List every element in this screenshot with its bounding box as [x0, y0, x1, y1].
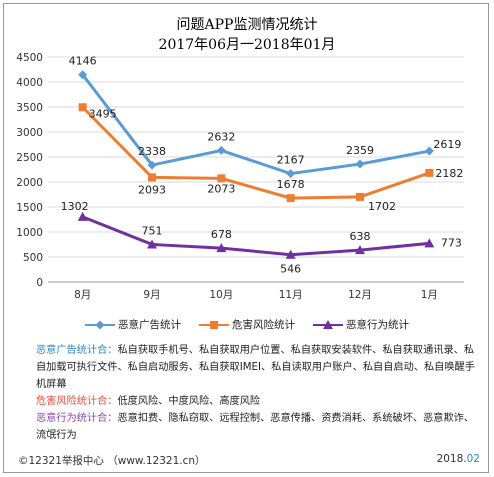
x-tick-label: 11月 — [279, 289, 303, 301]
x-tick-label: 12月 — [348, 289, 372, 301]
note-behavior: 恶意行为统计合：恶意扣费、隐私窃取、远程控制、恶意传播、资费消耗、系统破坏、恶意… — [36, 410, 476, 444]
legend-marker-triangle-icon — [313, 319, 343, 330]
line-chart: 0 500 1000 1500 2000 2500 3000 3500 4000 4500 8月 9月… — [16, 52, 464, 301]
legend-label-risk: 危害风险统计 — [232, 319, 295, 331]
y-tick-label: 1000 — [16, 227, 43, 239]
data-label: 1702 — [368, 200, 396, 213]
data-label: 3495 — [89, 107, 117, 120]
y-tick-label: 4000 — [16, 77, 43, 89]
note-ad-label: 恶意广告统计合： — [36, 345, 118, 356]
data-label: 2167 — [277, 154, 305, 167]
legend-item-risk: 危害风险统计 — [199, 317, 295, 332]
y-tick-label: 2000 — [16, 177, 43, 189]
legend-item-ad: 恶意广告统计 — [85, 317, 181, 332]
footer-date-month: 02 — [466, 453, 480, 465]
note-behavior-text: 恶意扣费、隐私窃取、远程控制、恶意传播、资费消耗、系统破坏、恶意欺诈、流氓行为 — [36, 413, 475, 441]
data-label: 2073 — [207, 182, 235, 195]
y-tick-label: 3500 — [16, 102, 43, 114]
data-label: 2182 — [435, 167, 463, 180]
data-label: 1302 — [61, 200, 89, 213]
data-point — [148, 173, 156, 182]
chart-frame — [3, 3, 489, 473]
legend-label-behavior: 恶意行为统计 — [346, 319, 409, 331]
x-tick-label: 10月 — [209, 289, 233, 301]
data-label: 678 — [211, 228, 232, 241]
data-label: 1678 — [277, 178, 305, 191]
x-tick-label: 8月 — [74, 289, 91, 301]
data-point — [285, 249, 296, 259]
data-label: 2338 — [138, 145, 166, 158]
data-point — [77, 211, 88, 221]
notes-block: 恶意广告统计合：私自获取手机号、私自获取用户位置、私自获取安装软件、私自获取通讯… — [36, 342, 476, 444]
chart-subtitle: 2017年06月一2018年01月 — [158, 37, 336, 53]
footer-date-year: 2018. — [436, 453, 467, 465]
series-line-0 — [81, 73, 430, 176]
footer-copyright: ©12321举报中心 （www.12321.cn） — [18, 455, 206, 467]
x-tick-label: 1月 — [421, 289, 438, 301]
data-point — [355, 245, 365, 255]
y-tick-label: 3000 — [16, 127, 43, 139]
footer-date: 2018.02 — [437, 453, 480, 465]
legend-marker-diamond-icon — [85, 319, 115, 330]
data-label: 773 — [441, 236, 462, 249]
series-line-2 — [82, 215, 430, 257]
data-point — [216, 243, 227, 253]
data-label: 2619 — [433, 138, 461, 151]
note-risk: 危害风险统计合：低度风险、中度风险、高度风险 — [36, 393, 476, 410]
legend-marker-square-icon — [199, 320, 229, 330]
note-risk-label: 危害风险统计合： — [36, 396, 118, 407]
note-ad-text: 私自获取手机号、私自获取用户位置、私自获取安装软件、私自获取通讯录、私自加载可执… — [36, 345, 475, 390]
chart-legend: 恶意广告统计 危害风险统计 恶意行为统计 — [0, 317, 494, 332]
data-point — [355, 159, 365, 169]
data-point — [286, 194, 295, 203]
data-point — [286, 169, 296, 179]
legend-label-ad: 恶意广告统计 — [118, 319, 181, 331]
data-point — [356, 192, 364, 201]
legend-item-behavior: 恶意行为统计 — [313, 317, 409, 332]
series-line-1 — [81, 106, 430, 200]
y-tick-label: 500 — [23, 252, 43, 264]
y-tick-label: 4500 — [16, 52, 43, 64]
data-label: 2632 — [207, 130, 235, 143]
note-risk-text: 低度风险、中度风险、高度风险 — [117, 396, 261, 407]
x-tick-label: 9月 — [143, 289, 160, 301]
data-label: 2093 — [138, 183, 166, 196]
note-ad: 恶意广告统计合：私自获取手机号、私自获取用户位置、私自获取安装软件、私自获取通讯… — [36, 342, 476, 393]
note-behavior-label: 恶意行为统计合： — [36, 413, 118, 424]
data-label: 751 — [142, 224, 163, 237]
data-label: 2359 — [346, 144, 374, 157]
data-point — [425, 168, 434, 177]
y-tick-label: 0 — [36, 277, 43, 289]
data-point — [78, 70, 88, 80]
data-label: 4146 — [69, 55, 97, 68]
y-tick-label: 1500 — [16, 202, 43, 214]
data-label: 546 — [280, 263, 301, 276]
data-label: 638 — [350, 230, 371, 243]
data-point — [424, 238, 435, 248]
y-tick-label: 2500 — [16, 152, 43, 164]
data-point — [147, 239, 157, 249]
data-point — [78, 103, 87, 112]
data-point — [147, 160, 157, 170]
chart-title: 问题APP监测情况统计 — [176, 17, 318, 33]
data-point — [216, 145, 226, 155]
data-point — [217, 174, 226, 183]
data-point — [424, 146, 434, 156]
